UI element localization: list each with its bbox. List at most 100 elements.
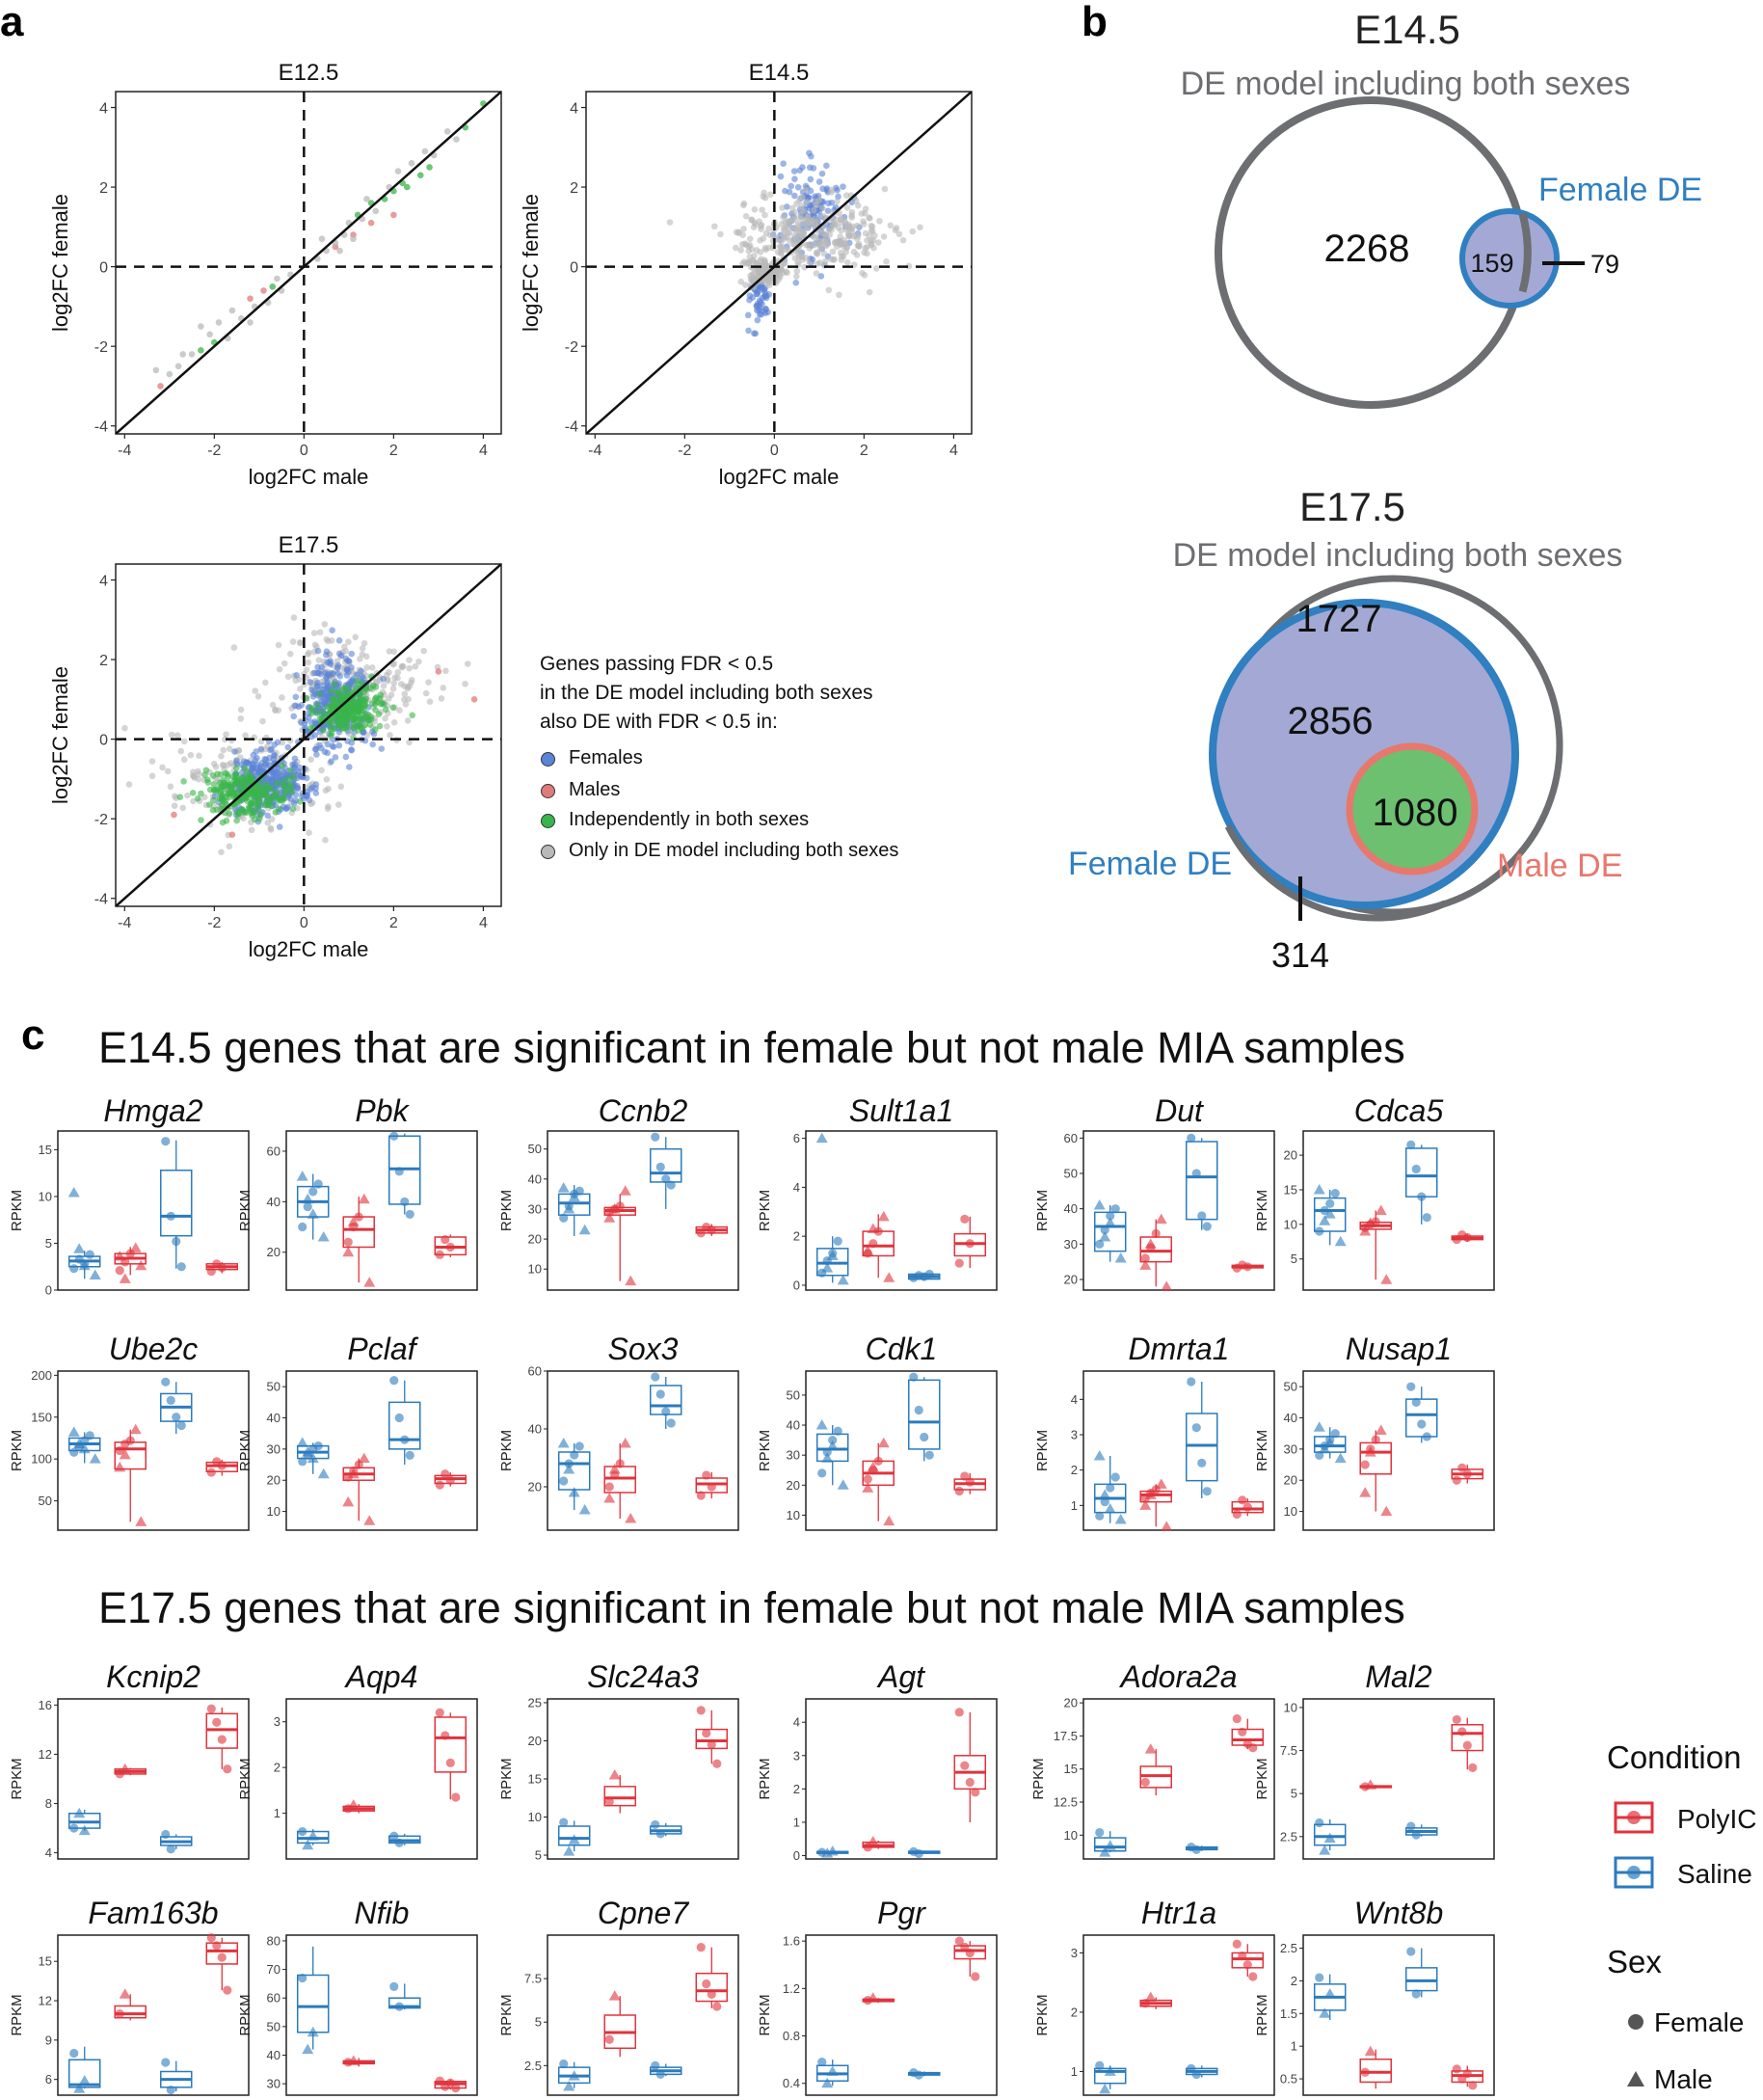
- scatter-point: [746, 292, 754, 299]
- venn-e175-male-circle: [1346, 742, 1479, 875]
- scatter-point: [760, 235, 767, 242]
- boxplot-point-male: [129, 1423, 142, 1435]
- boxplot-point-female: [1238, 1727, 1247, 1737]
- scatter-point: [843, 258, 851, 266]
- boxplot-point-male: [821, 2077, 834, 2088]
- scatter-point: [312, 745, 320, 753]
- boxplot-point-female: [308, 1187, 318, 1197]
- y-tick-label: 30: [267, 2077, 280, 2091]
- boxplot-point-male: [1319, 1442, 1331, 1454]
- x-tick-label: -2: [207, 915, 221, 931]
- scatter-point: [761, 261, 767, 269]
- boxplot-point-male: [625, 1513, 637, 1523]
- scatter-point: [740, 226, 747, 232]
- boxplot-point-male: [867, 1223, 879, 1234]
- boxplot-box: [296, 1974, 330, 2033]
- boxplot-point-female: [570, 1450, 579, 1460]
- scatter-point: [257, 811, 264, 818]
- y-tick-label: 10: [528, 1262, 542, 1277]
- boxplot-point-female: [217, 1263, 227, 1273]
- boxplot-point-male: [73, 1807, 86, 1818]
- scatter-point: [880, 233, 888, 240]
- scatter-point: [861, 249, 868, 256]
- y-tick-label: 6: [45, 2072, 52, 2087]
- boxplot-point-female: [223, 1764, 232, 1774]
- y-tick-label: 10: [1284, 1217, 1297, 1231]
- scatter-point: [754, 316, 761, 324]
- y-tick-label: 12.5: [1054, 1795, 1078, 1810]
- boxplot-point-female: [1095, 1511, 1105, 1521]
- y-tick-label: 20: [528, 1480, 542, 1494]
- boxplot-point-male: [826, 1845, 839, 1856]
- boxplot-point-female: [389, 1131, 399, 1141]
- scatter-point: [324, 805, 332, 812]
- boxplot-point-female: [1452, 1714, 1461, 1725]
- boxplot-point-female: [1457, 1463, 1467, 1472]
- scatter-point: [305, 651, 311, 659]
- scatter-point: [382, 714, 388, 722]
- x-tick-label: 2: [860, 443, 868, 459]
- boxplot-ylabel: RPKM: [1254, 1430, 1270, 1471]
- boxplot-point-male: [317, 1231, 330, 1242]
- boxplot-point-female: [1106, 1483, 1115, 1493]
- boxplot-point-female: [313, 1179, 323, 1189]
- boxplot-point-female: [559, 1817, 569, 1827]
- y-tick-label: 60: [267, 1991, 280, 2006]
- boxplot-point-male: [1139, 1259, 1152, 1270]
- boxplot-frame: [1302, 1934, 1495, 2096]
- scatter-point: [751, 206, 759, 213]
- scatter-point: [198, 817, 204, 823]
- scatter-point: [268, 785, 276, 792]
- scatter-point: [217, 787, 225, 794]
- boxplot-point-male: [1323, 1208, 1336, 1219]
- scatter-point: [246, 778, 254, 785]
- boxplot-point-male: [358, 1452, 370, 1464]
- boxplot-point-male: [89, 1453, 101, 1464]
- boxplot-point-female: [1106, 1211, 1115, 1221]
- scatter-point: [220, 746, 227, 754]
- scatter-point: [415, 658, 422, 665]
- scatter-point: [315, 657, 323, 663]
- boxplot-Fam163b: 6 9 12 15 Fam163b RPKM: [9, 1896, 250, 2096]
- scatter-point: [887, 222, 895, 229]
- venn-e145-subtitle: DE model including both sexes: [1181, 66, 1631, 102]
- boxplot-point-female: [965, 1777, 975, 1788]
- boxplot-point-female: [655, 1162, 665, 1171]
- scatter-point: [331, 681, 337, 687]
- scatter-point: [247, 319, 254, 326]
- scatter-point: [867, 215, 873, 222]
- scatter-point: [799, 256, 806, 263]
- boxplot-point-male: [296, 1437, 308, 1447]
- boxplot-point-male: [296, 1171, 308, 1181]
- boxplot-point-female: [217, 1952, 227, 1962]
- boxplot-point-female: [394, 1838, 404, 1847]
- boxplot-Aqp4: 1 2 3 Aqp4 RPKM: [237, 1659, 478, 1860]
- scatter-point: [350, 724, 357, 732]
- venn-e145: E14.5 DE model including both sexes Fema…: [1181, 7, 1702, 409]
- y-tick-label: 4: [793, 1715, 800, 1730]
- y-tick-label: -4: [94, 892, 108, 908]
- scatter-point: [791, 255, 799, 261]
- scatter-point: [435, 668, 442, 675]
- boxplot-point-male: [1093, 1199, 1106, 1210]
- boxplot-ylabel: RPKM: [498, 1190, 515, 1231]
- scatter-diagonal: [116, 564, 501, 906]
- scatter-point: [803, 241, 810, 249]
- condition-legend: Condition PolyIC Saline: [1607, 1739, 1756, 1889]
- boxplot-point-female: [954, 1486, 964, 1496]
- scatter-point: [792, 237, 800, 245]
- boxplot-point-female: [559, 1213, 569, 1223]
- boxplot-point-male: [563, 1845, 575, 1856]
- scatter-point: [794, 183, 802, 191]
- scatter-point: [198, 323, 204, 330]
- x-tick-label: -4: [118, 443, 131, 459]
- y-tick-label: 12: [39, 1747, 52, 1762]
- boxplot-point-female: [873, 1456, 883, 1466]
- scatter-point: [738, 241, 746, 248]
- y-tick-label: 20: [1284, 1473, 1297, 1488]
- boxplot-title: Pbk: [355, 1093, 410, 1128]
- scatter-point: [239, 806, 247, 813]
- boxplot-point-male: [1099, 1846, 1111, 1857]
- y-tick-label: 2: [570, 180, 578, 197]
- boxplot-point-female: [389, 1981, 399, 1991]
